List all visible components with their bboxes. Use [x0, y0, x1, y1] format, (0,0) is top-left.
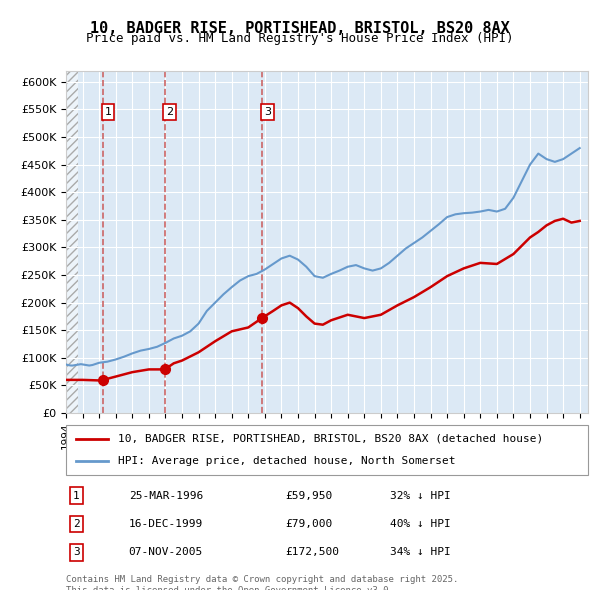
Text: 2: 2: [73, 519, 80, 529]
Text: £59,950: £59,950: [285, 491, 332, 500]
FancyBboxPatch shape: [66, 425, 588, 475]
Text: 2: 2: [166, 107, 173, 117]
Text: 3: 3: [73, 548, 80, 557]
Text: 25-MAR-1996: 25-MAR-1996: [128, 491, 203, 500]
Text: £172,500: £172,500: [285, 548, 339, 557]
Text: 1: 1: [73, 491, 80, 500]
Text: 32% ↓ HPI: 32% ↓ HPI: [389, 491, 451, 500]
Text: Price paid vs. HM Land Registry's House Price Index (HPI): Price paid vs. HM Land Registry's House …: [86, 32, 514, 45]
Text: 16-DEC-1999: 16-DEC-1999: [128, 519, 203, 529]
Bar: [66, 71, 79, 413]
Text: 07-NOV-2005: 07-NOV-2005: [128, 548, 203, 557]
Text: 10, BADGER RISE, PORTISHEAD, BRISTOL, BS20 8AX (detached house): 10, BADGER RISE, PORTISHEAD, BRISTOL, BS…: [118, 434, 544, 444]
Text: 40% ↓ HPI: 40% ↓ HPI: [389, 519, 451, 529]
Text: Contains HM Land Registry data © Crown copyright and database right 2025.
This d: Contains HM Land Registry data © Crown c…: [66, 575, 458, 590]
Text: 34% ↓ HPI: 34% ↓ HPI: [389, 548, 451, 557]
Text: 10, BADGER RISE, PORTISHEAD, BRISTOL, BS20 8AX: 10, BADGER RISE, PORTISHEAD, BRISTOL, BS…: [90, 21, 510, 35]
Text: 3: 3: [264, 107, 271, 117]
Bar: [66, 71, 79, 413]
Text: HPI: Average price, detached house, North Somerset: HPI: Average price, detached house, Nort…: [118, 456, 456, 466]
Text: 1: 1: [104, 107, 112, 117]
Text: £79,000: £79,000: [285, 519, 332, 529]
